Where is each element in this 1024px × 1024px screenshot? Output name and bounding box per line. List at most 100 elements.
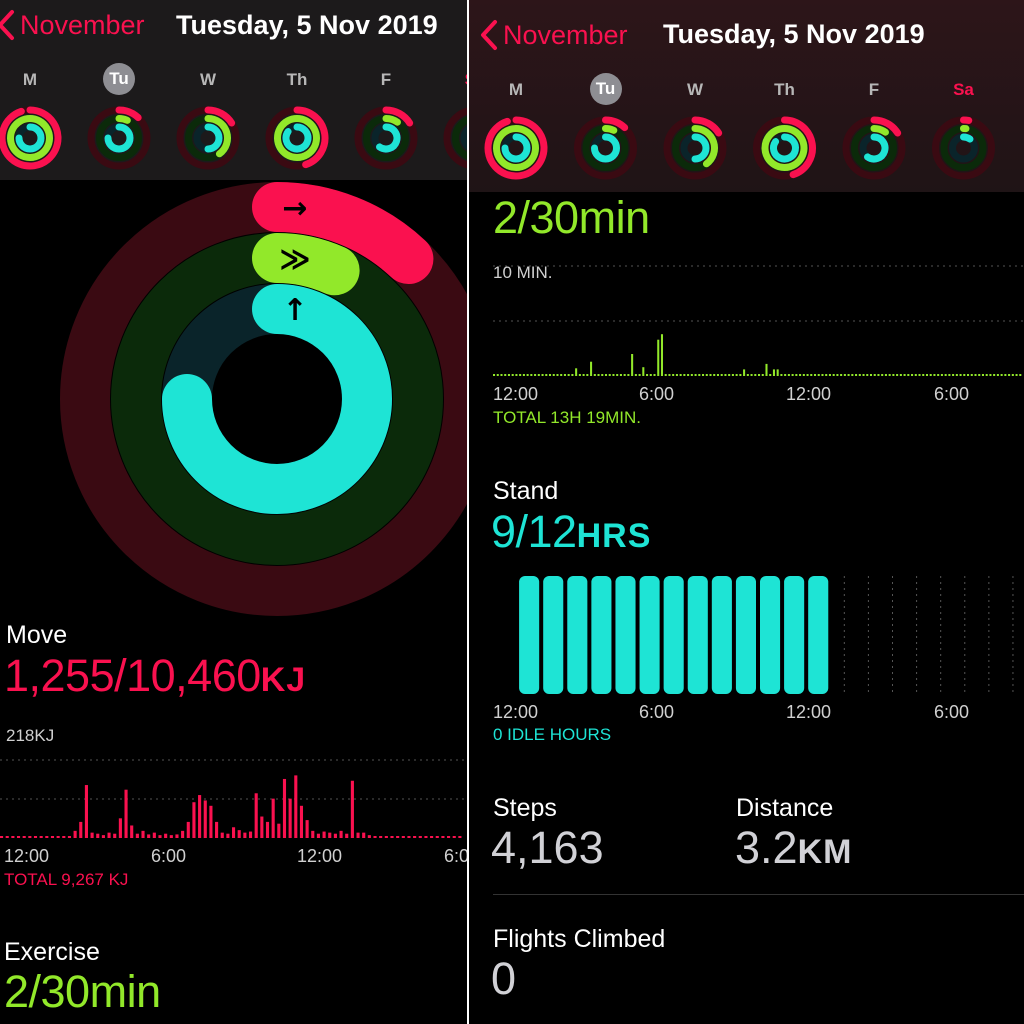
- move-ring: [382, 106, 414, 127]
- move-chart-bar: [90, 832, 94, 838]
- exercise-chart-bar: [545, 374, 548, 376]
- back-button[interactable]: November: [477, 18, 628, 52]
- stand-arrow-icon: ↑: [282, 293, 307, 328]
- distance-value-number: 3.2: [735, 822, 798, 873]
- day-rings-th: [265, 106, 329, 170]
- date-title: Tuesday, 5 Nov 2019: [663, 19, 925, 49]
- move-chart-bar: [135, 833, 139, 838]
- move-ring: [484, 116, 548, 180]
- move-chart-bar: [271, 798, 275, 838]
- move-chart-bar: [243, 832, 247, 838]
- day-m[interactable]: M: [22, 70, 38, 89]
- move-axis-0: 12:00: [4, 846, 50, 866]
- move-chart-bar: [316, 833, 320, 838]
- move-chart-bar: [56, 836, 60, 838]
- move-chart-bar: [22, 836, 26, 838]
- move-chart-bar: [16, 836, 21, 838]
- move-chart-bar: [390, 836, 394, 838]
- exercise-chart-bar: [657, 339, 660, 376]
- chevron-left-icon: [481, 20, 497, 50]
- exercise-chart-bar: [836, 374, 839, 376]
- exercise-chart-bar: [772, 369, 775, 376]
- stand-ring: [282, 123, 312, 153]
- chevron-left-icon: [0, 10, 14, 40]
- move-chart-bar: [322, 831, 326, 838]
- stand-ring: [501, 133, 531, 163]
- move-chart-bar: [305, 820, 309, 838]
- day-f[interactable]: F: [868, 80, 880, 99]
- exercise-chart-bar: [724, 374, 727, 376]
- flights-label: Flights Climbed: [493, 925, 666, 953]
- exercise-chart-bar: [631, 354, 634, 376]
- back-button[interactable]: November: [0, 8, 145, 42]
- day-th[interactable]: Th: [774, 80, 795, 99]
- day-sa[interactable]: Sa: [455, 70, 468, 90]
- move-chart-bar: [84, 785, 88, 838]
- exercise-chart-bar: [627, 374, 630, 376]
- header: November Tuesday, 5 Nov 2019 M Tu W Th F Sa: [0, 0, 468, 180]
- exercise-ring: [115, 115, 131, 124]
- exercise-chart-bar: [612, 374, 615, 376]
- stand-chart: [519, 576, 1014, 694]
- stand-ring: [960, 133, 974, 143]
- exercise-chart-bar: [601, 374, 604, 376]
- stand-axis-3: 6:00: [934, 702, 970, 722]
- move-chart-bar: [192, 802, 196, 838]
- move-value: 1,255/10,460KJ: [4, 650, 306, 702]
- move-chart-bar: [339, 830, 343, 838]
- stand-value: 9/12HRS: [491, 506, 651, 558]
- move-chart-bar: [350, 780, 354, 838]
- exercise-chart-bar: [731, 374, 734, 376]
- exercise-chart-bar: [649, 374, 652, 376]
- move-chart-bar: [5, 836, 9, 838]
- stand-hour-bar: [808, 576, 829, 694]
- exercise-axis-0: 12:00: [493, 384, 539, 404]
- exercise-chart-bar: [795, 374, 798, 376]
- exercise-chart-bar: [758, 374, 761, 376]
- exercise-chart-bar: [881, 374, 884, 376]
- move-chart-bar: [441, 836, 445, 838]
- mini-rings: [0, 106, 468, 170]
- day-w[interactable]: W: [199, 70, 217, 89]
- exercise-chart-bar: [896, 374, 899, 376]
- exercise-chart-bar: [754, 374, 757, 376]
- exercise-chart-bar: [911, 374, 914, 376]
- stand-ring: [15, 123, 45, 153]
- exercise-chart-bar: [963, 374, 966, 376]
- day-tu[interactable]: Tu: [589, 73, 622, 105]
- exercise-chart-bar: [705, 374, 708, 376]
- day-th[interactable]: Th: [286, 70, 308, 89]
- exercise-chart-bar: [713, 374, 716, 376]
- stand-hour-bar: [519, 576, 540, 694]
- exercise-chart-bar: [519, 374, 522, 376]
- move-chart-bar: [232, 827, 236, 838]
- day-sa[interactable]: Sa: [953, 80, 974, 99]
- day-w[interactable]: W: [686, 80, 704, 99]
- exercise-chart-bar: [817, 374, 820, 376]
- exercise-chart-bar: [694, 374, 697, 376]
- exercise-chart-bar: [690, 374, 693, 376]
- exercise-chart-bar: [496, 374, 499, 376]
- exercise-chart-bar: [608, 374, 611, 376]
- exercise-chart-bar: [660, 334, 664, 376]
- exercise-label: Exercise: [4, 938, 100, 966]
- exercise-chart-bar: [799, 374, 802, 376]
- move-chart-bar: [158, 835, 162, 838]
- left-panel: November Tuesday, 5 Nov 2019 M Tu W Th F Sa →…: [0, 0, 468, 1024]
- stand-ring-track: [460, 125, 468, 151]
- exercise-chart-bar: [552, 374, 555, 376]
- header: November Tuesday, 5 Nov 2019 M Tu W Th F Sa: [469, 0, 1024, 192]
- separator: [493, 894, 1024, 895]
- move-chart-bar: [311, 830, 315, 838]
- mini-rings: [484, 116, 995, 180]
- move-ring: [602, 116, 629, 132]
- day-f[interactable]: F: [380, 70, 392, 89]
- exercise-chart-bar: [493, 374, 496, 376]
- stand-hour-bar: [760, 576, 781, 694]
- move-ring: [252, 182, 434, 285]
- exercise-chart-bar: [821, 374, 824, 376]
- exercise-chart-bar: [825, 374, 828, 376]
- move-chart-bar: [107, 832, 111, 838]
- day-m[interactable]: M: [508, 80, 524, 99]
- day-tu[interactable]: Tu: [103, 63, 135, 95]
